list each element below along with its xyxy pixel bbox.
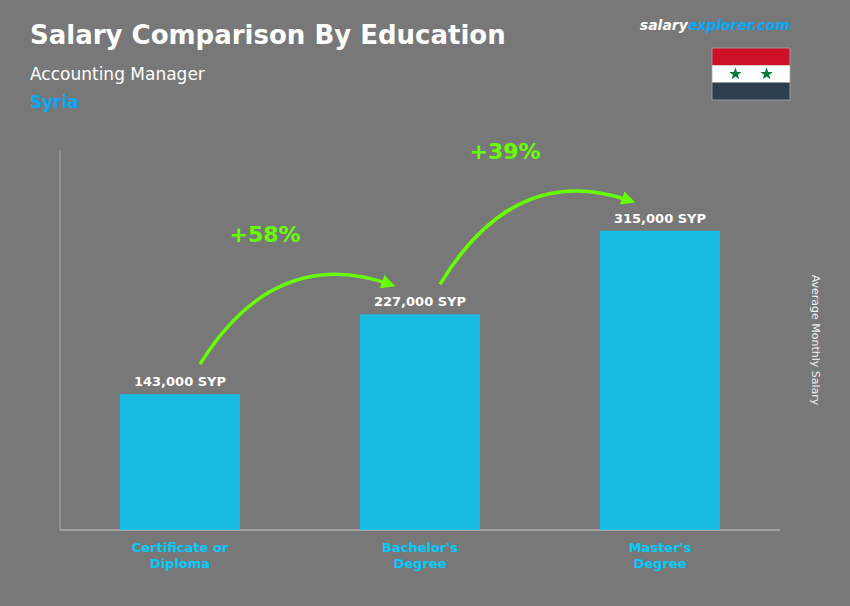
bar [600,231,720,530]
subtitle: Accounting Manager [30,64,205,84]
subtitle: Syria [30,92,79,112]
flag-star [760,68,772,80]
x-tick-label-line: Degree [394,556,447,571]
x-tick-label: Master'sDegree [629,540,692,571]
brand-part: .com [752,17,790,33]
title: Salary Comparison By Education [30,20,506,50]
x-tick-label-line: Certificate or [132,540,229,555]
y-axis-label: Average Monthly Salary [809,275,822,406]
y-axis-line [60,150,61,530]
x-tick-label-line: Bachelor's [382,540,458,555]
bar [120,394,240,530]
flag-stripe [712,48,790,65]
value-label: 143,000 SYP [134,374,226,389]
x-tick-label: Bachelor'sDegree [382,540,458,571]
value-label: 315,000 SYP [614,211,706,226]
bar [360,314,480,530]
x-tick-label-line: Master's [629,540,692,555]
value-label: 227,000 SYP [374,294,466,309]
flag-border [712,48,790,100]
change-label: +58% [229,222,300,247]
brand: salaryexplorer.com [640,17,790,33]
flag-stripe [712,83,790,100]
brand-part: explorer [688,17,755,33]
plot-area [120,231,720,530]
flag-stripe [712,65,790,82]
x-tick-label: Certificate orDiploma [132,540,229,571]
x-tick-label-line: Diploma [150,556,210,571]
change-arrow [440,191,630,284]
chart: Salary Comparison By Education Accounting… [0,0,850,606]
brand-part: salary [640,17,689,33]
x-tick-label-line: Degree [634,556,687,571]
change-label: +39% [469,139,540,164]
flag-star [729,68,741,80]
change-arrow [200,274,390,364]
background [0,0,850,606]
flag [712,48,790,100]
